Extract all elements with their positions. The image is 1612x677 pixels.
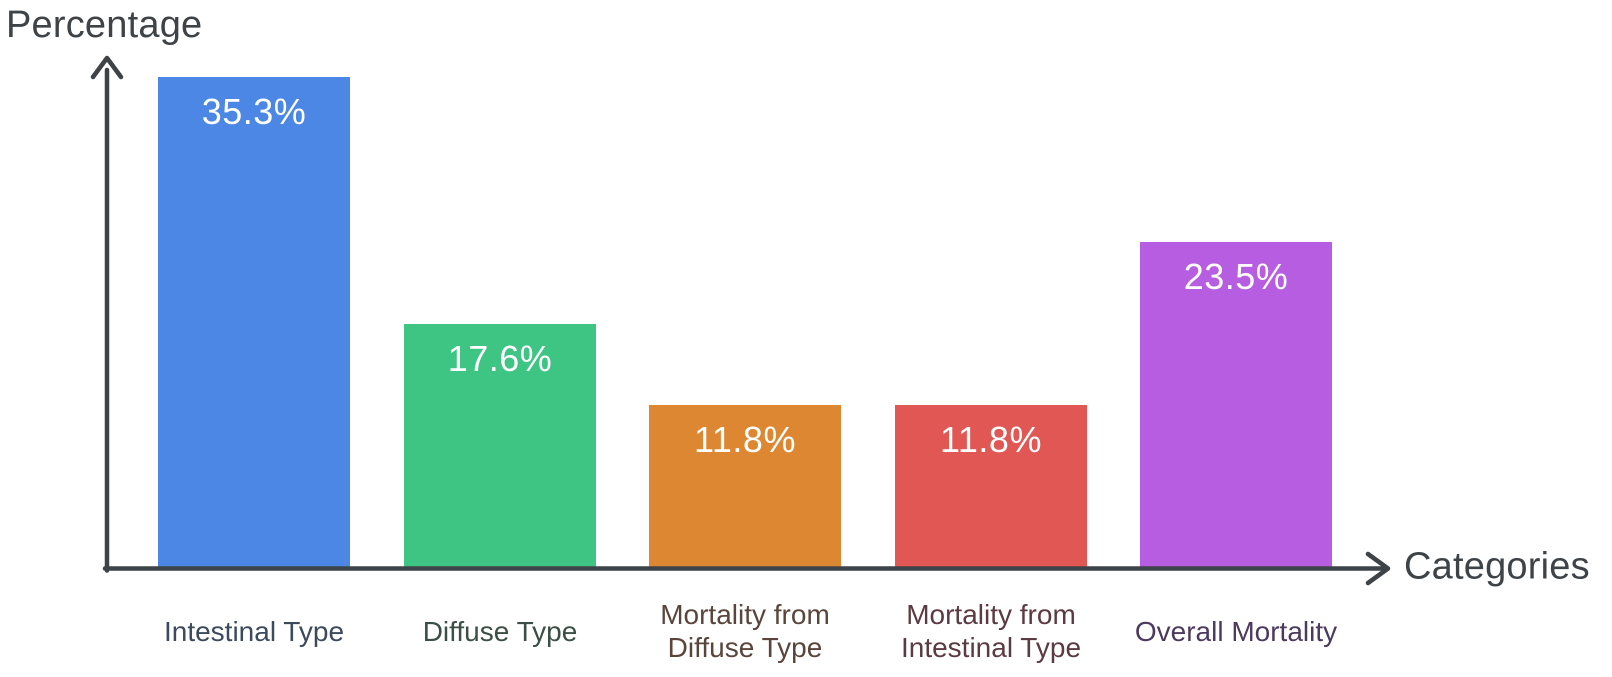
category-label-overall-mortality: Overall Mortality [1134, 615, 1338, 647]
bar-value-label: 11.8% [694, 419, 796, 460]
bar-value-label: 17.6% [447, 338, 553, 379]
category-label-mortality-from-diffuse-type: Mortality from Diffuse Type [660, 599, 830, 663]
bar-intestinal-type: 35.3% [158, 77, 350, 570]
bar-value-label: 35.3% [201, 91, 307, 132]
bar-value-label: 11.8% [940, 419, 1042, 460]
category-label-mortality-from-intestinal-type: Mortality from Intestinal Type [900, 599, 1082, 663]
category-label-diffuse-type: Diffuse Type [422, 615, 578, 647]
bar-mortality-from-diffuse-type: 11.8% [649, 405, 841, 570]
bar-diffuse-type: 17.6% [404, 324, 596, 570]
y-axis-title: Percentage [6, 4, 203, 46]
bar-value-label: 23.5% [1183, 256, 1289, 297]
x-axis-arrow-icon [1365, 551, 1391, 586]
bar-mortality-from-intestinal-type: 11.8% [895, 405, 1087, 570]
category-label-intestinal-type: Intestinal Type [163, 615, 345, 647]
bar-overall-mortality: 23.5% [1140, 242, 1332, 570]
y-axis-arrow-icon [90, 55, 124, 80]
x-axis-title: Categories [1404, 545, 1590, 588]
